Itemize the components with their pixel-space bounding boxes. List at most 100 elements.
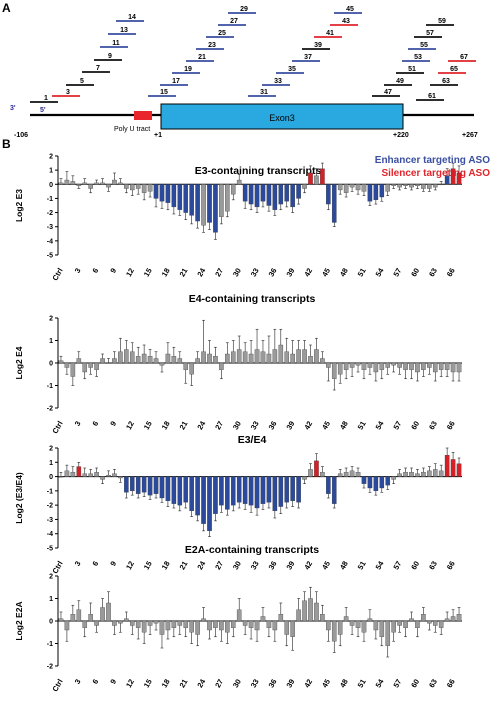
bar-15 (147, 620, 153, 626)
bar-43 (314, 460, 319, 477)
bar-39 (290, 476, 295, 502)
x-tick-label: 66 (445, 560, 457, 572)
bar-46 (331, 476, 337, 504)
bar-60 (415, 184, 420, 186)
bar-7 (100, 476, 105, 480)
bar-54 (379, 476, 385, 489)
bar-13 (135, 184, 141, 189)
bar-31 (242, 620, 248, 626)
x-tick-label: 39 (284, 267, 296, 279)
bar-53 (373, 362, 379, 373)
y-tick-label: 0 (49, 361, 53, 368)
x-tick-label: 12 (124, 420, 136, 432)
aso-61-label: 61 (428, 93, 436, 100)
bar-Ctrl (58, 182, 64, 185)
bar-Ctrl (58, 360, 64, 364)
bar-54 (379, 184, 385, 198)
bar-47 (337, 620, 343, 635)
position-plus267: +267 (462, 132, 478, 139)
bar-21 (183, 620, 189, 628)
bar-3 (76, 184, 82, 186)
bar-7 (100, 182, 105, 185)
bar-43 (314, 602, 319, 622)
bar-26 (213, 476, 218, 514)
bar-21 (183, 184, 189, 213)
bar-60 (415, 473, 420, 477)
x-tick-label: 30 (231, 560, 243, 572)
bar-32 (248, 184, 254, 205)
bar-54 (379, 362, 385, 370)
bar-59 (409, 472, 414, 477)
bar-3 (76, 466, 82, 477)
bar-20 (177, 358, 183, 364)
bar-33 (254, 184, 260, 208)
bar-65 (444, 362, 450, 370)
x-tick-label: 54 (374, 677, 386, 689)
x-tick-label: 54 (374, 559, 386, 571)
bar-66 (450, 616, 456, 622)
aso-51-label: 51 (408, 66, 416, 73)
bar-62 (427, 362, 432, 368)
bar-53 (373, 184, 379, 200)
legend-enhancer: Enhancer targeting ASO (375, 155, 490, 166)
bar-46 (331, 620, 337, 642)
bar-36 (272, 184, 278, 210)
bar-34 (260, 476, 266, 504)
x-tick-label: 60 (409, 560, 421, 572)
bar-54 (379, 620, 385, 637)
bar-66 (450, 168, 456, 185)
bar-64 (438, 620, 444, 628)
bar-8 (106, 474, 111, 477)
bar-51 (361, 184, 367, 192)
aso-23-label: 23 (208, 42, 216, 49)
bar-67 (456, 172, 462, 185)
x-tick-label: 60 (409, 678, 421, 690)
x-tick-label: 45 (320, 267, 332, 279)
poly-u-box (134, 111, 152, 120)
aso-19-label: 19 (184, 66, 192, 73)
bar-43 (314, 349, 319, 364)
bar-28 (225, 184, 230, 212)
bar-6 (94, 472, 99, 477)
y-tick-label: -1 (47, 488, 53, 495)
bar-37 (278, 184, 284, 205)
x-tick-label: 57 (391, 267, 403, 279)
bar-42 (308, 356, 313, 364)
y-tick-label: 1 (49, 168, 53, 175)
aso-17-label: 17 (172, 78, 180, 85)
x-tick-label: 33 (249, 267, 261, 279)
bar-55 (385, 476, 391, 486)
bar-17 (159, 476, 165, 499)
bar-25 (207, 184, 212, 223)
bar-Ctrl (58, 618, 64, 622)
bar-22 (189, 362, 194, 375)
bar-52 (367, 184, 373, 202)
aso-31-label: 31 (260, 89, 268, 96)
x-tick-label: 6 (90, 560, 100, 568)
bar-42 (308, 172, 313, 185)
aso-37-label: 37 (304, 54, 312, 61)
bar-56 (391, 184, 396, 186)
bar-17 (159, 184, 165, 202)
bar-40 (296, 476, 301, 503)
x-tick-label: 39 (284, 560, 296, 572)
bar-64 (438, 184, 444, 186)
x-tick-label: 30 (231, 420, 243, 432)
bar-11 (124, 476, 129, 493)
bar-59 (409, 184, 414, 188)
x-tick-label: 9 (108, 267, 118, 275)
x-tick-label: 42 (302, 678, 314, 690)
aso-39-label: 39 (314, 42, 322, 49)
aso-13-label: 13 (120, 27, 128, 34)
bar-30 (236, 476, 242, 503)
bar-27 (219, 184, 224, 217)
x-tick-label: 30 (231, 267, 243, 279)
bar-22 (189, 476, 194, 512)
bar-57 (397, 184, 402, 188)
bar-63 (432, 469, 438, 477)
x-tick-label: 57 (391, 560, 403, 572)
bar-37 (278, 344, 284, 364)
bar-13 (135, 476, 141, 494)
bar-2 (70, 181, 76, 185)
